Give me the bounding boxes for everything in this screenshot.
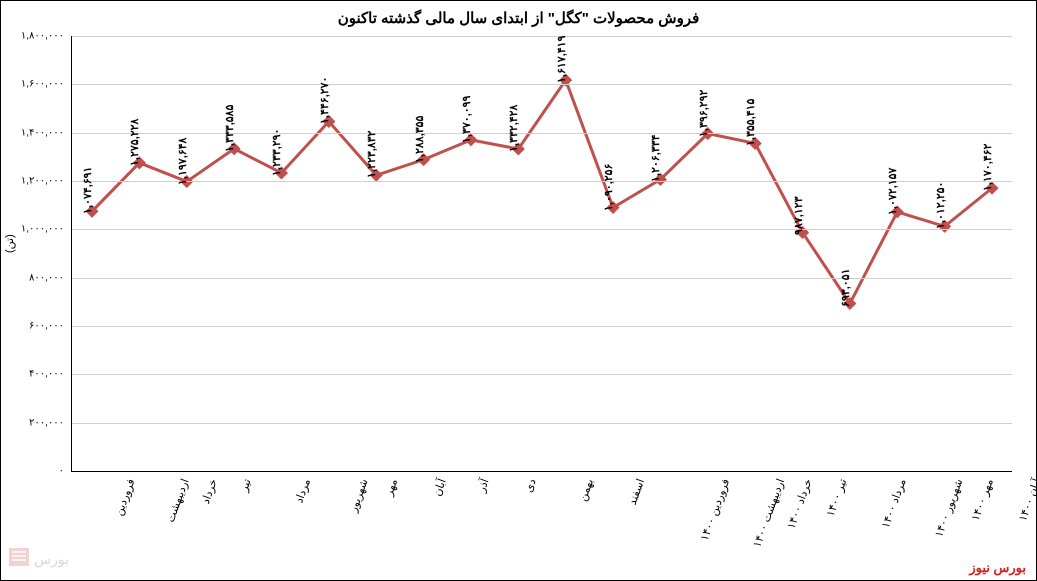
data-value-label: ۱,۳۵۵,۴۱۵ — [744, 99, 757, 146]
x-tick-label: خرداد — [199, 477, 220, 506]
x-tick-label: فروردین — [112, 477, 137, 517]
gridline — [72, 36, 1012, 37]
x-tick-label: خرداد ۱۴۰۰ — [785, 477, 815, 531]
y-axis-title: (تن) — [3, 234, 16, 253]
gridline — [72, 229, 1012, 230]
y-tick-label: ۱,۶۰۰,۰۰۰ — [9, 79, 64, 90]
y-tick-label: ۱,۲۰۰,۰۰۰ — [9, 176, 64, 187]
data-value-label: ۱,۱۷۰,۴۶۲ — [981, 144, 994, 191]
data-value-label: ۱,۶۱۷,۴۱۹ — [555, 36, 568, 83]
data-value-label: ۱,۴۴۶,۲۷۰ — [318, 77, 331, 124]
logo: بورس — [9, 542, 89, 572]
x-tick-label: اسفند — [626, 477, 647, 507]
x-tick-label: شهریور ۱۴۰۰ — [932, 477, 965, 539]
data-value-label: ۱,۲۲۳,۸۳۲ — [365, 131, 378, 178]
gridline — [72, 326, 1012, 327]
gridline — [72, 423, 1012, 424]
y-tick-label: ۰ — [9, 466, 64, 477]
data-value-label: ۱,۰۷۲,۱۵۷ — [886, 167, 899, 214]
y-tick-label: ۸۰۰,۰۰۰ — [9, 272, 64, 283]
x-tick-label: دی — [522, 477, 539, 494]
chart-title: فروش محصولات "کگل" از ابتدای سال مالی گذ… — [1, 9, 1036, 27]
logo-icon: بورس — [9, 542, 89, 572]
x-tick-label: آبان — [430, 477, 448, 498]
plot-area — [71, 36, 1012, 472]
gridline — [72, 84, 1012, 85]
svg-text:بورس: بورس — [34, 553, 69, 568]
x-tick-label: بهمن — [576, 477, 596, 503]
x-tick-label: فروردین ۱۴۰۰ — [698, 477, 732, 543]
data-value-label: ۱,۰۷۴,۶۹۱ — [81, 167, 94, 214]
data-value-label: ۶۹۳,۰۵۱ — [839, 268, 852, 307]
data-value-label: ۱,۲۷۵,۲۲۸ — [128, 118, 141, 165]
data-value-label: ۱,۱۹۷,۶۴۸ — [176, 137, 189, 184]
footer-brand: بورس نیوز — [969, 560, 1026, 576]
line-chart-svg — [72, 36, 1012, 471]
gridline — [72, 278, 1012, 279]
x-tick-label: اردیبهشت — [164, 477, 192, 524]
x-tick-label: تیر — [237, 477, 253, 493]
x-tick-label: آذر — [475, 477, 492, 494]
data-value-label: ۱,۳۷۰,۰۹۹ — [460, 95, 473, 142]
x-tick-label: مرداد ۱۴۰۰ — [879, 477, 909, 530]
data-value-label: ۱,۲۸۸,۳۵۵ — [413, 115, 426, 162]
data-value-label: ۹۸۷,۱۲۳ — [792, 197, 805, 236]
x-tick-label: مهر ۱۴۰۰ — [968, 477, 995, 523]
y-tick-label: ۱,۸۰۰,۰۰۰ — [9, 31, 64, 42]
x-tick-label: مهر — [382, 477, 400, 497]
chart-container: فروش محصولات "کگل" از ابتدای سال مالی گذ… — [0, 0, 1037, 581]
gridline — [72, 181, 1012, 182]
y-tick-label: ۱,۰۰۰,۰۰۰ — [9, 224, 64, 235]
data-value-label: ۱,۰۹۰,۲۵۶ — [602, 163, 615, 210]
data-value-label: ۱,۳۳۳,۵۸۵ — [223, 104, 236, 151]
data-value-label: ۱,۳۹۶,۲۹۲ — [697, 89, 710, 136]
data-value-label: ۱,۰۱۲,۲۵۰ — [934, 182, 947, 229]
y-tick-label: ۲۰۰,۰۰۰ — [9, 417, 64, 428]
gridline — [72, 374, 1012, 375]
y-tick-label: ۶۰۰,۰۰۰ — [9, 321, 64, 332]
x-tick-label: شهریور — [346, 477, 370, 514]
x-tick-label: آبان ۱۴۰۰ — [1016, 477, 1037, 523]
data-value-label: ۱,۲۰۶,۳۳۴ — [649, 135, 662, 182]
y-tick-label: ۱,۴۰۰,۰۰۰ — [9, 127, 64, 138]
gridline — [72, 133, 1012, 134]
x-tick-label: مرداد — [293, 477, 314, 505]
x-tick-label: اردیبهشت ۱۴۰۰ — [750, 477, 787, 549]
y-tick-label: ۴۰۰,۰۰۰ — [9, 369, 64, 380]
data-value-label: ۱,۳۳۲,۴۲۸ — [507, 105, 520, 152]
x-tick-label: تیر ۱۴۰۰ — [823, 477, 849, 518]
data-value-label: ۱,۲۳۳,۲۹۰ — [270, 128, 283, 175]
